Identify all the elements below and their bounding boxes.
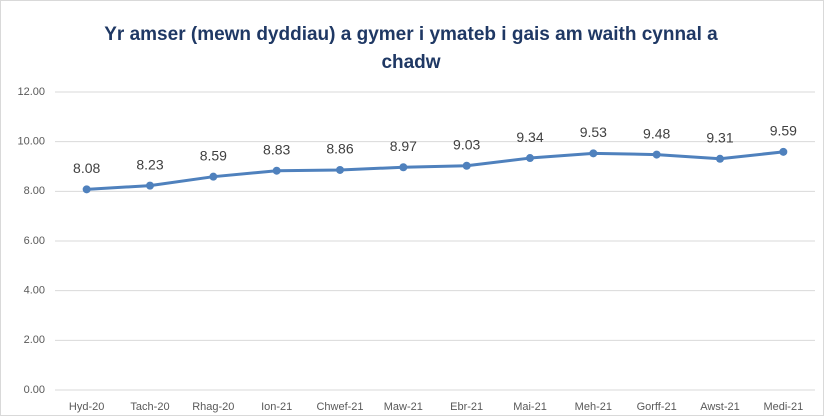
chart-title: Yr amser (mewn dyddiau) a gymer i ymateb… — [104, 24, 718, 73]
x-tick-label: Medi-21 — [763, 401, 803, 413]
marker — [399, 163, 408, 172]
data-label: 8.83 — [263, 141, 290, 157]
data-label: 9.59 — [770, 123, 797, 139]
x-tick-label: Maw-21 — [384, 401, 423, 413]
data-label: 8.08 — [73, 160, 100, 176]
x-tick-label: Gorff-21 — [637, 401, 677, 413]
y-tick-label: 6.00 — [24, 235, 45, 247]
x-tick-label: Rhag-20 — [192, 401, 234, 413]
marker — [779, 147, 788, 156]
marker — [336, 165, 344, 174]
y-tick-label: 12.00 — [17, 86, 45, 98]
marker — [146, 181, 154, 190]
y-tick-label: 4.00 — [24, 285, 45, 297]
marker — [462, 161, 471, 170]
y-tick-label: 0.00 — [24, 384, 45, 396]
marker — [272, 166, 281, 175]
x-tick-label: Awst-21 — [700, 401, 740, 413]
x-tick-label: Mai-21 — [513, 401, 547, 413]
marker — [82, 185, 91, 194]
data-label: 8.59 — [200, 147, 227, 163]
data-label: 9.48 — [643, 125, 670, 141]
x-tick-label: Tach-20 — [130, 401, 169, 413]
line — [86, 150, 784, 191]
x-tick-label: Meh-21 — [575, 401, 612, 413]
data-label: 9.03 — [453, 136, 480, 152]
marker — [652, 150, 661, 159]
marker — [589, 149, 598, 158]
y-tick-label: 8.00 — [24, 185, 45, 197]
y-tick-label: 2.00 — [24, 334, 45, 346]
x-tick-label: Hyd-20 — [69, 401, 104, 413]
x-tick-label: Ion-21 — [261, 401, 292, 413]
data-label: 9.31 — [706, 130, 733, 146]
y-tick-label: 10.00 — [17, 136, 45, 148]
marker — [716, 154, 724, 163]
data-label: 8.86 — [326, 141, 353, 157]
data-label: 9.53 — [580, 124, 607, 140]
data-label: 9.34 — [516, 129, 543, 145]
marker — [209, 172, 218, 181]
x-tick-label: Chwef-21 — [316, 401, 363, 413]
x-tick-label: Ebr-21 — [450, 401, 483, 413]
marker — [526, 154, 534, 163]
data-label: 8.97 — [390, 138, 417, 154]
data-label: 8.23 — [136, 156, 163, 172]
